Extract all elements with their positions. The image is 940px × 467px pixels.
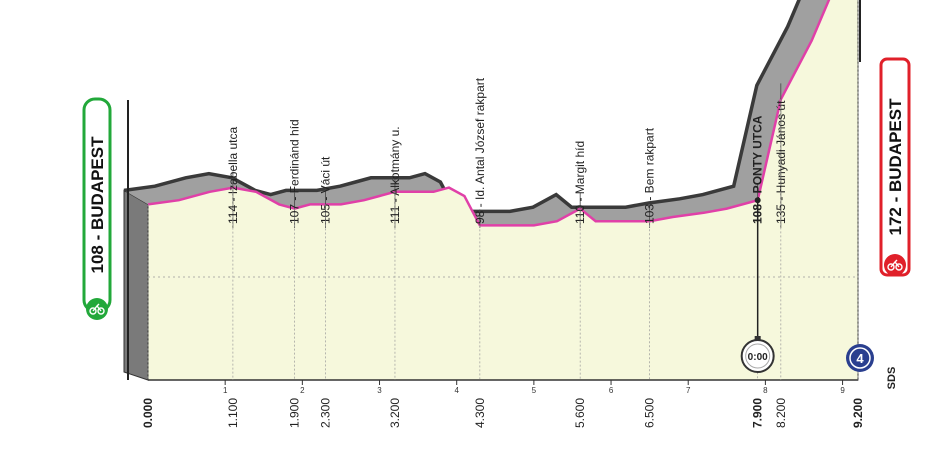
km-tick-label-7: 8 [763, 386, 768, 395]
finish-place: BUDAPEST [886, 98, 905, 192]
distance-label-8: 7.900 [751, 398, 765, 428]
landmark-label-0: 114 - Izabella utca [226, 127, 240, 224]
sds-label: SDS [886, 367, 898, 390]
landmark-label-7: 108 - PONTY UTCA [751, 115, 765, 224]
distance-label-4: 3.200 [388, 398, 402, 428]
landmark-label-3: 111 - Alkotmány u. [388, 126, 402, 224]
start-badge: 108 - BUDAPEST [82, 97, 112, 320]
finish-elevation: 172 [886, 207, 905, 235]
km-tick-label-3: 4 [454, 386, 459, 395]
profile-top-edge [123, 0, 801, 214]
distance-label-2: 1.900 [288, 398, 302, 428]
km-tick-label-5: 6 [609, 386, 614, 395]
distance-label-3: 2.300 [319, 398, 333, 428]
landmark-label-8: 135 - Hunyadi János út [774, 100, 788, 224]
km-tick-label-1: 2 [300, 386, 305, 395]
intermediate-time-marker: 0:00 [740, 336, 775, 373]
start-bike-icon [86, 298, 108, 320]
km-tick-label-8: 9 [840, 386, 845, 395]
landmark-label-6: 103 - Bem rakpart [643, 127, 657, 224]
landmark-label-4: 98 - Id. Antal József rakpart [473, 77, 487, 224]
km-tick-label-2: 3 [377, 386, 382, 395]
distance-label-0: 0.000 [141, 398, 155, 428]
landmark-label-1: 107 - Ferdinánd híd [288, 119, 302, 224]
km-tick-label-0: 1 [223, 386, 228, 395]
distance-label-6: 5.600 [573, 398, 587, 428]
finish-badge-text: 172 - BUDAPEST [886, 98, 905, 236]
start-place: BUDAPEST [88, 136, 107, 230]
km-tick-label-4: 5 [532, 386, 537, 395]
start-elevation: 108 [88, 245, 107, 273]
final-km-marker: 4 [846, 344, 874, 372]
start-badge-text: 108 - BUDAPEST [88, 136, 107, 274]
landmark-label-2: 105 - Váci út [319, 156, 333, 224]
distance-label-5: 4.300 [473, 398, 487, 428]
km-tick-label-6: 7 [686, 386, 691, 395]
finish-badge: 172 - BUDAPEST [879, 57, 911, 277]
distance-label-9: 8.200 [774, 398, 788, 428]
intermediate-time-label: 0:00 [748, 352, 768, 363]
intermediate-time-point [754, 197, 761, 204]
distance-label-1: 1.100 [226, 398, 240, 428]
finish-bike-icon [884, 254, 906, 276]
profile-line [147, 0, 831, 227]
distance-label-10: 9.200 [851, 398, 865, 428]
landmark-label-5: 110 - Margit híd [573, 141, 587, 224]
distance-label-7: 6.500 [643, 398, 657, 428]
final-km-label: 4 [856, 351, 864, 366]
